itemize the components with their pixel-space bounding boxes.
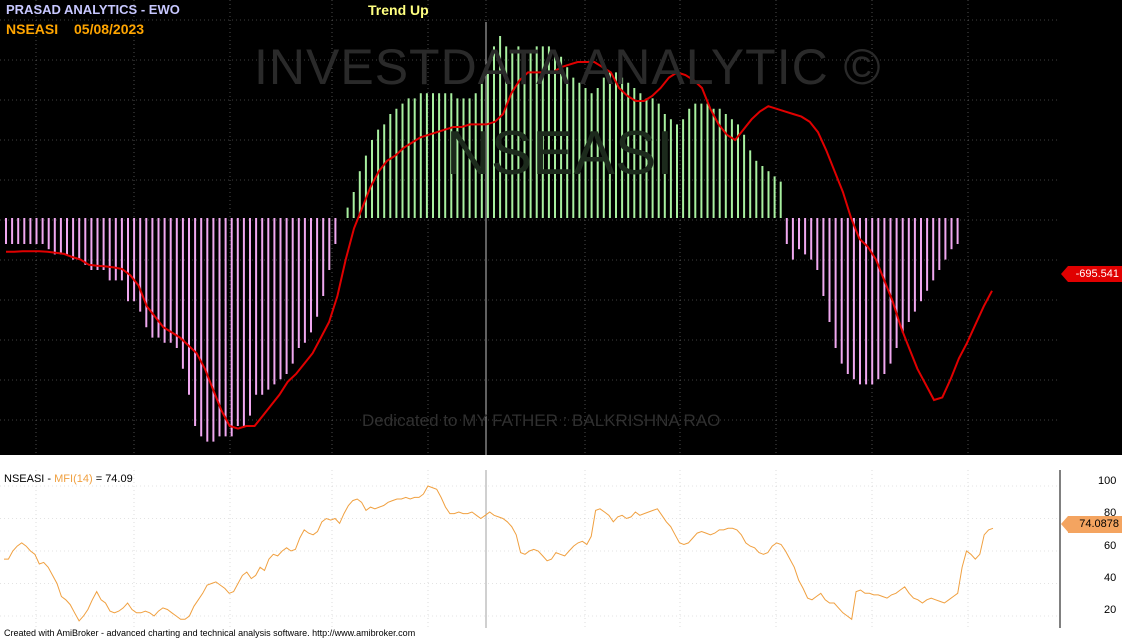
watermark-text: INVESTDATA ANALYTIC © bbox=[254, 39, 882, 95]
ewo-chart-pane[interactable]: INVESTDATA ANALYTIC © NSEASI Dedicated t… bbox=[0, 0, 1122, 455]
watermark-symbol: NSEASI bbox=[446, 119, 674, 188]
mfi-tick-label: 20 bbox=[1104, 604, 1117, 616]
mfi-legend: NSEASI - MFI(14) = 74.09 bbox=[4, 473, 133, 485]
mfi-line bbox=[4, 485, 994, 622]
mfi-chart-pane[interactable] bbox=[0, 470, 1122, 628]
mfi-value-badge: 74.0878 bbox=[1068, 516, 1122, 533]
ewo-value-badge: -695.541 bbox=[1068, 266, 1122, 282]
mfi-tick-label: 40 bbox=[1104, 572, 1117, 584]
footer-credit: Created with AmiBroker - advanced charti… bbox=[4, 628, 416, 638]
date-label: 05/08/2023 bbox=[74, 21, 145, 37]
mfi-legend-indicator: MFI(14) bbox=[54, 473, 93, 485]
mfi-legend-value: 74.09 bbox=[105, 473, 133, 485]
mfi-tick-label: 100 bbox=[1098, 475, 1117, 487]
watermark-dedication: Dedicated to MY FATHER : BALKRISHNA RAO bbox=[362, 411, 721, 430]
mfi-chart-svg bbox=[0, 470, 1061, 628]
mfi-badge-arrow-icon bbox=[1061, 516, 1068, 532]
ewo-chart-svg bbox=[0, 0, 1060, 455]
trend-label: Trend Up bbox=[368, 2, 429, 18]
mfi-legend-symbol: NSEASI bbox=[4, 473, 45, 485]
ewo-signal-line bbox=[6, 61, 993, 430]
chart-title: PRASAD ANALYTICS - EWO bbox=[6, 2, 180, 17]
mfi-tick-label: 60 bbox=[1104, 540, 1117, 552]
symbol-label: NSEASI bbox=[6, 21, 59, 37]
ewo-badge-arrow-icon bbox=[1061, 266, 1068, 282]
